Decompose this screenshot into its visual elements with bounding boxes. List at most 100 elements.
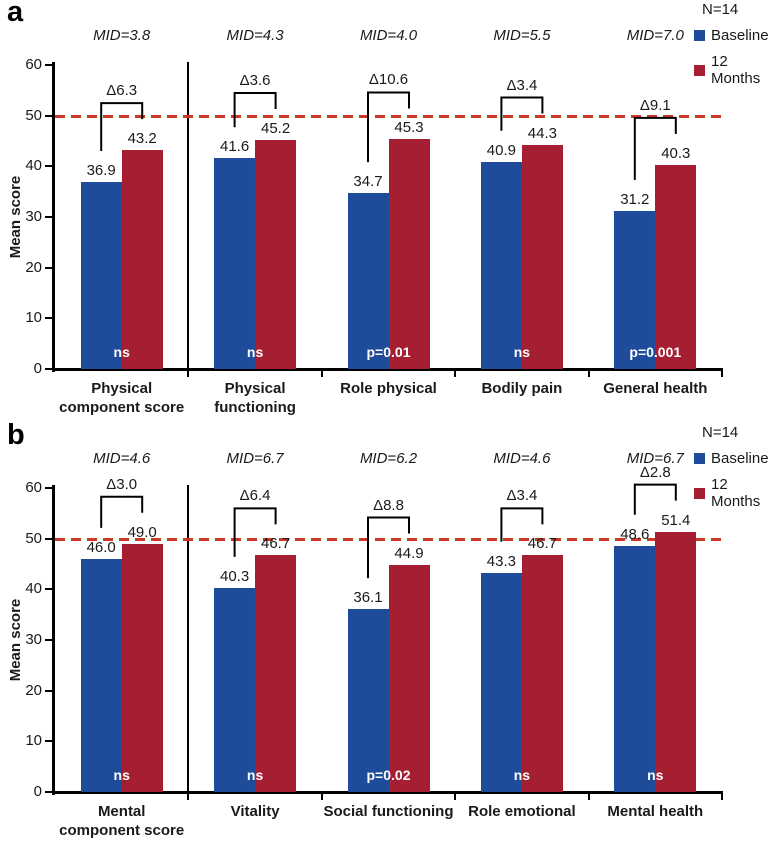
bar-baseline (214, 587, 256, 792)
delta-label: Δ9.1 (639, 96, 671, 114)
mid-label: MID=6.2 (359, 450, 418, 467)
bar-baseline (614, 210, 656, 369)
legend-swatch-12months (694, 487, 705, 499)
category-label-line: Physical (91, 380, 153, 397)
bar-baseline (347, 193, 389, 369)
delta-label: Δ3.4 (506, 76, 538, 94)
mid-label: MID=5.5 (493, 27, 551, 44)
category-label-line: Physical (224, 380, 286, 397)
x-tick (721, 369, 723, 377)
x-tick (454, 369, 456, 377)
value-label-12months: 40.3 (661, 144, 691, 162)
mid-label: MID=7.0 (626, 27, 684, 44)
x-tick (321, 369, 323, 377)
bar-12months (655, 164, 697, 369)
bar-baseline (480, 161, 522, 369)
y-tick (45, 639, 53, 641)
legend-label: Baseline (711, 450, 769, 467)
panel-a: a N=14 Baseline 12 Months Mean score 0 10 20 30 4… (7, 0, 777, 417)
y-axis-line (52, 62, 55, 372)
x-tick (321, 792, 323, 800)
value-label-baseline: 34.7 (353, 173, 383, 191)
bar-12months (121, 543, 163, 792)
mid-label: MID=6.7 (626, 450, 684, 467)
y-tick (45, 487, 53, 489)
group-separator-line (187, 62, 189, 377)
category-label-line: Social functioning (323, 803, 454, 820)
x-tick (454, 792, 456, 800)
y-tick-label: 50 (25, 106, 42, 124)
y-tick (45, 791, 53, 793)
legend-label: Baseline (711, 27, 769, 44)
value-label-baseline: 40.9 (486, 141, 516, 159)
mid-label: MID=4.3 (226, 27, 284, 44)
y-tick-label: 30 (25, 208, 42, 225)
y-tick (45, 165, 53, 168)
category-label: Physical functioning (184, 379, 325, 417)
category-label-line: General health (603, 380, 708, 397)
legend: N=14 Baseline 12 Months (694, 1, 777, 87)
value-label-baseline: 36.1 (353, 589, 383, 607)
value-label-12months: 46.7 (527, 535, 557, 553)
category-label: Bodily pain (451, 379, 592, 398)
bar-baseline (80, 558, 122, 792)
bar-12months (388, 139, 430, 369)
value-label-12months: 46.7 (260, 535, 291, 553)
panel-letter: b (7, 419, 25, 451)
delta-label: Δ3.0 (106, 475, 138, 493)
y-tick-label: 0 (33, 783, 42, 800)
y-tick (45, 368, 53, 370)
category-label-line: Mental health (607, 803, 704, 820)
y-tick (45, 216, 53, 218)
category-label: General health (585, 379, 726, 398)
group-separator-line (187, 485, 189, 800)
category-label-line: Role physical (340, 380, 437, 397)
significance-label: ns (513, 767, 531, 783)
significance-label: ns (647, 767, 664, 783)
significance-label: ns (246, 767, 264, 783)
sample-size-label: N=14 (702, 1, 739, 18)
bar-12months (521, 144, 563, 369)
bar-12months (521, 555, 563, 792)
sample-size-label: N=14 (702, 424, 739, 441)
y-tick-label: 60 (25, 479, 42, 496)
y-tick-label: 30 (25, 631, 42, 648)
mid-label: MID=4.0 (359, 27, 418, 44)
significance-label: p=0.02 (366, 767, 411, 783)
category-label-line: functioning (214, 399, 296, 416)
bar-baseline (214, 158, 256, 369)
value-label-12months: 44.3 (527, 124, 557, 142)
value-label-baseline: 40.3 (219, 567, 250, 585)
value-label-baseline: 48.6 (620, 525, 650, 543)
y-axis-line (52, 485, 55, 795)
mid-label: MID=4.6 (493, 450, 551, 467)
category-label-line: component score (59, 399, 185, 416)
bar-12months (655, 531, 697, 792)
legend-swatch-12months (694, 64, 705, 76)
value-label-baseline: 46.0 (86, 538, 116, 556)
bar-12months (121, 150, 163, 369)
legend-item: 12 Months (694, 476, 777, 510)
bar-baseline (347, 609, 389, 792)
category-label: Vitality (184, 802, 325, 821)
x-axis-line (52, 368, 723, 371)
value-label-12months: 45.3 (394, 119, 424, 137)
category-label-line: Role emotional (468, 803, 576, 820)
significance-label: ns (113, 767, 130, 783)
y-tick (45, 537, 53, 540)
value-label-12months: 51.4 (661, 511, 691, 529)
value-label-baseline: 31.2 (620, 190, 650, 208)
legend-label: 12 Months (711, 53, 761, 87)
y-tick (45, 114, 53, 117)
value-label-12months: 43.2 (127, 130, 157, 148)
value-label-12months: 45.2 (260, 119, 291, 137)
legend-item: Baseline (694, 450, 777, 467)
x-tick (721, 792, 723, 800)
y-tick-label: 20 (25, 681, 42, 699)
y-tick (45, 266, 53, 269)
y-tick (45, 588, 53, 591)
y-tick-label: 50 (25, 529, 42, 547)
significance-label: ns (113, 344, 130, 360)
category-label-line: Vitality (230, 803, 280, 820)
